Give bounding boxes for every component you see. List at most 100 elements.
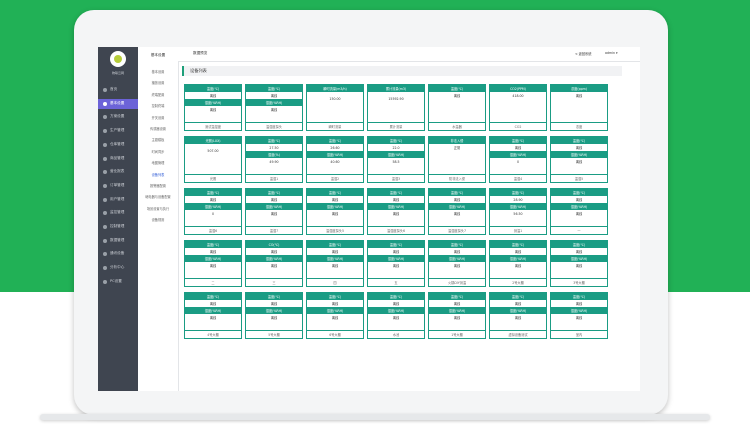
device-card[interactable]: 瞬时流量(m3/h) 150.00 瞬时流量	[306, 84, 364, 131]
submenu-item[interactable]: 设备规则	[151, 218, 165, 223]
sensor-value: 离线	[209, 198, 217, 202]
device-card[interactable]: 温度(℃) 离线 湿度(%RH) 离线 温湿度探头5	[306, 188, 364, 235]
submenu-item[interactable]: 终端配置	[151, 92, 165, 97]
device-name: 瞬时流量	[307, 122, 363, 130]
sidebar-item[interactable]: 方案设置	[98, 112, 138, 122]
submenu-item[interactable]: 场景设置与执行	[146, 206, 170, 211]
sensor-label: 温度(℃)	[429, 293, 485, 300]
device-card[interactable]: 温度(℃) 离线 湿度(%RH) 离线 5号大棚	[245, 292, 303, 339]
device-card[interactable]: 温度(℃) 离线 湿度(%RH) 0 温湿4	[489, 136, 547, 183]
device-name: 测试温湿度	[185, 122, 241, 130]
submenu-item[interactable]: 播放设置	[151, 81, 165, 86]
exit-link[interactable]: < 返回系统	[575, 52, 592, 56]
sidebar-item[interactable]: 控制管理	[98, 222, 138, 232]
submenu-item[interactable]: 开关设置	[151, 115, 165, 120]
sensor-value: 离线	[575, 212, 583, 216]
user-menu[interactable]: admin ▾	[605, 51, 618, 55]
device-card[interactable]: 非法入侵 正常 防非法入侵	[428, 136, 486, 183]
sidebar-item[interactable]: 商品管理	[98, 154, 138, 164]
submenu-item[interactable]: 基本设置	[151, 70, 165, 74]
sensor-label: 温度(℃)	[429, 241, 485, 248]
device-card[interactable]: 温度(℃) 22.0 湿度(%RH) 58.5 温湿3	[367, 136, 425, 183]
device-card[interactable]: 浓度(ppm) 离线 浓度	[550, 84, 608, 131]
submenu: 基本设置 基本设置 播放设置 终端配置 控制终端 开关设置 传感器设置 主题模板 时间同步 地图…	[138, 47, 179, 391]
device-card[interactable]: 温度(℃) 离线 湿度(%RH) 离线 温湿度探头7	[428, 188, 486, 235]
device-card[interactable]: 温度(℃) 离线 湿度(%RH) 离线 温湿度探头	[245, 84, 303, 131]
sensor-label: 湿度(%RH)	[490, 307, 546, 314]
submenu-item[interactable]: 设备列表	[151, 172, 165, 177]
sidebar-item[interactable]: 基本设置	[98, 98, 138, 109]
sidebar-item[interactable]: 仓库管理	[98, 140, 138, 150]
device-name: 三	[246, 278, 302, 286]
sidebar-item-label: 生产管理	[110, 128, 125, 133]
sensor-value: 离线	[514, 316, 522, 320]
sensor-label: CO2(PPM)	[490, 85, 546, 92]
sidebar-item-label: 方案设置	[110, 114, 125, 119]
sidebar-item-label: 仓库管理	[110, 141, 125, 146]
sensor-label: 湿度(%)	[246, 151, 302, 158]
device-card[interactable]: 温度(℃) 离线 湿度(%RH) 0 温湿6	[184, 188, 242, 235]
device-name: 五	[368, 278, 424, 286]
device-card[interactable]: 温度(℃) 27.50 湿度(%) 49.90 温湿1	[245, 136, 303, 183]
device-card[interactable]: 温度(℃) 离线 湿度(%RH) 离线 3号大棚	[550, 240, 608, 287]
submenu-item[interactable]: 报警器配置	[150, 184, 166, 188]
sensor-value: 22.0	[392, 145, 400, 150]
page-title: 设备列表	[182, 66, 622, 76]
device-card[interactable]: 温度(℃) 离线 湿度(%RH) 离线 2号大棚	[489, 240, 547, 287]
sensor-label: 温度(℃)	[368, 137, 424, 144]
sensor-value: 离线	[514, 302, 522, 306]
device-card[interactable]: 温度(℃) 离线 湿度(%RH) 离线 室内	[550, 292, 608, 339]
sidebar-item[interactable]: 生产管理	[98, 126, 138, 136]
sidebar-item[interactable]: 分析中心	[98, 263, 138, 273]
sidebar-item[interactable]: 营业报表	[98, 167, 138, 177]
device-card[interactable]: 温度(℃) 离线 湿度(%RH) 离线 6号大棚	[306, 292, 364, 339]
sidebar-item[interactable]: 首页	[98, 85, 138, 95]
device-card[interactable]: 温度(℃) 离线 水温器	[428, 84, 486, 131]
sidebar-item[interactable]: 监控管理	[98, 208, 138, 218]
device-card[interactable]: 温度(℃) 离线 湿度(%RH) 离线五	[367, 240, 425, 287]
device-card[interactable]: 光照(LUX) 507.00 光照	[184, 136, 242, 183]
device-card[interactable]: CO2(PPM) 418.00 CO2	[489, 84, 547, 131]
sensor-value: 离线	[209, 250, 217, 254]
sidebar-item[interactable]: 用户管理	[98, 195, 138, 205]
device-card[interactable]: 温度(℃) 26.60 湿度(%RH) 40.60 温湿2	[306, 136, 364, 183]
sensor-label: 温度(℃)	[185, 189, 241, 196]
sensor-value: 离线	[270, 316, 278, 320]
device-card[interactable]: 温度(℃) 28.90 湿度(%RH) 56.50 测温1	[489, 188, 547, 235]
device-card[interactable]: 温度(℃) 离线 湿度(%RH) 离线 4号大棚	[184, 292, 242, 339]
device-card[interactable]: 温度(℃) 离线 湿度(%RH) 离线一	[550, 188, 608, 235]
sensor-label: 温度(℃)	[490, 293, 546, 300]
device-card[interactable]: 温度(℃) 离线 湿度(%RH) 离线 温湿7	[245, 188, 303, 235]
device-card[interactable]: 温度(℃) 离线 湿度(%RH) 离线 火锅DIY测温	[428, 240, 486, 287]
sensor-label: 温度(℃)	[429, 85, 485, 92]
device-card[interactable]: 温度(℃) 离线 湿度(%RH) 离线 水池	[367, 292, 425, 339]
sensor-label: 温度(℃)	[246, 293, 302, 300]
device-card[interactable]: 温度(℃) 离线 湿度(%RH) 离线 温湿度探头6	[367, 188, 425, 235]
device-card[interactable]: 温度(℃) 离线 湿度(%RH) 离线 1号大棚	[428, 292, 486, 339]
sidebar-item[interactable]: 通讯设备	[98, 249, 138, 259]
device-name: 温湿2	[307, 174, 363, 182]
submenu-item[interactable]: 时间同步	[151, 149, 165, 154]
device-card[interactable]: 温度(℃) 离线 湿度(%RH) 离线 温湿5	[550, 136, 608, 183]
submenu-item[interactable]: 地图管理	[151, 161, 165, 166]
sensor-value: 49.90	[269, 159, 279, 164]
sidebar-item[interactable]: 数据管理	[98, 236, 138, 246]
device-card[interactable]: 温度(℃) 离线 湿度(%RH) 离线二	[184, 240, 242, 287]
submenu-item[interactable]: 主题模板	[151, 138, 165, 143]
sensor-label: 湿度(%RH)	[429, 307, 485, 314]
submenu-item[interactable]: 继电器与设备配置	[145, 195, 171, 200]
top-bar: 数据预览 < 返回系统 admin ▾	[178, 47, 640, 62]
device-name: 1号大棚	[429, 330, 485, 338]
sensor-label: 湿度(%RH)	[185, 255, 241, 262]
tab-data-preview[interactable]: 数据预览	[193, 51, 208, 55]
device-name: 水温器	[429, 122, 485, 130]
submenu-item[interactable]: 传感器设置	[150, 127, 166, 131]
submenu-item[interactable]: 控制终端	[151, 104, 165, 109]
sidebar-item[interactable]: 订单管理	[98, 181, 138, 191]
sidebar-item[interactable]: PC设置	[98, 277, 138, 287]
device-card[interactable]: 温度(℃) 离线 湿度(%RH) 离线四	[306, 240, 364, 287]
device-card[interactable]: 温度(℃) 离线 湿度(%RH) 离线 虚拟设备测试	[489, 292, 547, 339]
device-card[interactable]: 温度(℃) 离线 湿度(%RH) 离线 测试温湿度	[184, 84, 242, 131]
device-card[interactable]: 累计流量(m3) 15592.90 累计流量	[367, 84, 425, 131]
device-card[interactable]: CO(℃) 离线 湿度(%RH) 离线三	[245, 240, 303, 287]
